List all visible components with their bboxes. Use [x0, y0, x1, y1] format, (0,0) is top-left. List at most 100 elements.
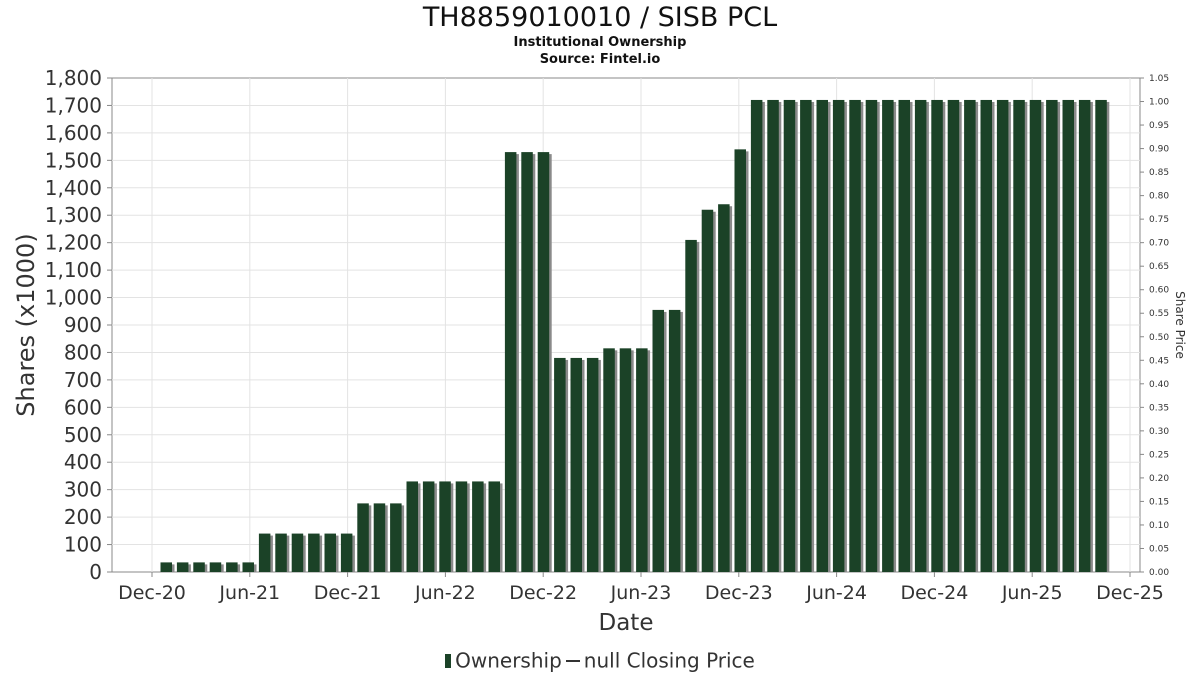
- ownership-bar: [1029, 99, 1042, 572]
- legend-ownership-label: Ownership: [455, 648, 562, 673]
- ownership-bar: [373, 503, 386, 572]
- ownership-bar: [570, 357, 582, 572]
- ownership-bar: [1078, 99, 1091, 572]
- x-tick-label: Dec-21: [314, 582, 382, 604]
- ownership-bar: [340, 533, 353, 572]
- ownership-bar: [554, 357, 566, 572]
- ownership-bar: [291, 533, 304, 572]
- y2-tick-label: 0.35: [1149, 403, 1169, 413]
- chart-subtitle: Institutional Ownership: [513, 35, 687, 50]
- y2-tick-label: 1.05: [1149, 74, 1169, 84]
- ownership-bar: [176, 562, 189, 572]
- y-tick-label: 1,500: [45, 148, 102, 172]
- x-tick-label: Jun-24: [805, 582, 867, 604]
- y2-tick-label: 0.15: [1149, 497, 1169, 507]
- y2-tick-label: 0.90: [1149, 145, 1169, 155]
- ownership-bar: [832, 99, 845, 572]
- ownership-bar: [931, 99, 943, 572]
- y-tick-label: 200: [64, 505, 102, 529]
- y-tick-label: 900: [64, 313, 102, 337]
- ownership-bar: [718, 204, 730, 572]
- chart-title: TH8859010010 / SISB PCL: [422, 2, 778, 33]
- y2-tick-label: 0.00: [1149, 568, 1169, 578]
- legend-price-line-swatch: [565, 659, 580, 662]
- y2-tick-label: 0.60: [1149, 286, 1169, 296]
- y-tick-label: 600: [64, 395, 102, 419]
- ownership-bar: [357, 503, 369, 572]
- y2-tick-label: 0.55: [1149, 309, 1169, 319]
- ownership-bar: [422, 481, 435, 572]
- chart-legend: Ownership null Closing Price: [0, 647, 1200, 673]
- ownership-bar: [258, 533, 271, 572]
- y-tick-label: 1,800: [45, 66, 102, 90]
- ownership-bar: [898, 99, 910, 572]
- x-tick-label: Jun-22: [414, 582, 476, 604]
- ownership-bar: [521, 152, 533, 572]
- y-tick-label: 300: [64, 478, 102, 502]
- ownership-bar: [636, 348, 648, 572]
- x-tick-label: Dec-22: [509, 582, 577, 604]
- ownership-bar: [668, 309, 681, 572]
- x-tick-label: Jun-21: [218, 582, 280, 604]
- ownership-bar: [226, 562, 238, 572]
- x-axis-label: Date: [599, 610, 654, 636]
- ownership-bar: [865, 99, 878, 572]
- ownership-bar: [1095, 99, 1107, 572]
- y-tick-label: 100: [64, 533, 102, 557]
- y2-tick-label: 0.40: [1149, 380, 1169, 390]
- y-tick-label: 1,300: [45, 203, 102, 227]
- x-tick-label: Dec-24: [900, 582, 968, 604]
- ownership-bar: [275, 533, 287, 572]
- ownership-bar: [472, 481, 484, 572]
- y-tick-label: 800: [64, 340, 102, 364]
- y2-tick-label: 0.20: [1149, 474, 1169, 484]
- y2-tick-label: 0.45: [1149, 356, 1169, 366]
- y2-tick-label: 0.70: [1149, 239, 1169, 249]
- y2-tick-label: 0.75: [1149, 215, 1169, 225]
- ownership-bar: [1062, 99, 1074, 572]
- ownership-bar: [537, 152, 550, 572]
- ownership-bar: [964, 99, 976, 572]
- y-tick-label: 1,400: [45, 176, 102, 200]
- y2-tick-label: 0.50: [1149, 333, 1169, 343]
- ownership-bar: [324, 533, 336, 572]
- ownership-bar: [455, 481, 468, 572]
- y-tick-label: 1,600: [45, 121, 102, 145]
- ownership-bar: [816, 99, 828, 572]
- ownership-bar: [996, 99, 1009, 572]
- x-tick-label: Dec-20: [118, 582, 186, 604]
- y2-tick-label: 0.80: [1149, 192, 1169, 202]
- y-axis-label: Shares (x1000): [12, 233, 40, 416]
- ownership-bar: [652, 309, 664, 572]
- x-tick-label: Jun-25: [1001, 582, 1063, 604]
- y-tick-label: 700: [64, 368, 102, 392]
- ownership-bar: [783, 99, 796, 572]
- ownership-bar: [242, 562, 254, 572]
- x-tick-label: Dec-23: [705, 582, 773, 604]
- ownership-bar: [308, 533, 320, 572]
- ownership-bar: [750, 99, 763, 572]
- ownership-bar: [701, 209, 714, 572]
- ownership-bar: [193, 562, 205, 572]
- ownership-bar: [439, 481, 451, 572]
- ownership-bar: [800, 99, 812, 572]
- ownership-bar: [947, 99, 960, 572]
- y-tick-label: 500: [64, 423, 102, 447]
- ownership-bar: [586, 357, 599, 572]
- ownership-bar: [849, 99, 861, 572]
- x-tick-label: Jun-23: [610, 582, 672, 604]
- ownership-bar: [488, 481, 500, 572]
- y-tick-label: 1,000: [45, 286, 102, 310]
- ownership-bar: [209, 562, 222, 572]
- ownership-bar: [406, 481, 418, 572]
- x-tick-label: Dec-25: [1096, 582, 1164, 604]
- y-tick-label: 1,200: [45, 231, 102, 255]
- ownership-bar: [619, 348, 632, 572]
- y2-tick-label: 0.25: [1149, 450, 1169, 460]
- ownership-bar: [767, 99, 779, 572]
- ownership-bar: [160, 562, 172, 572]
- ownership-bar: [914, 99, 927, 572]
- ownership-bar: [1046, 99, 1058, 572]
- y2-tick-label: 0.85: [1149, 168, 1169, 178]
